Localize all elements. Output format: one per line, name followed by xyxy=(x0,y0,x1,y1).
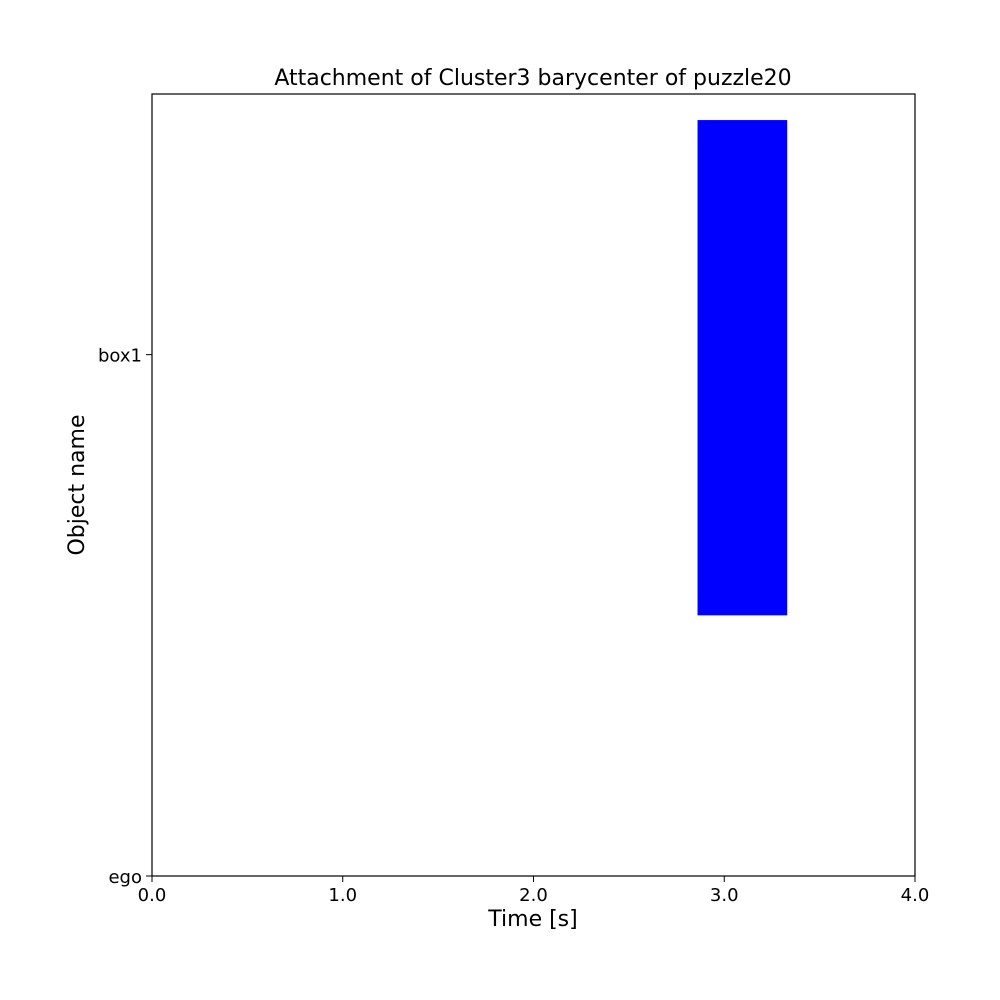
y-tick-label-0: ego xyxy=(108,867,142,888)
x-axis-title: Time [s] xyxy=(487,907,577,932)
plot-frame xyxy=(151,93,916,877)
x-tick-label-1: 1.0 xyxy=(328,885,357,906)
attachment-bar-0 xyxy=(697,120,788,616)
y-axis-title: Object name xyxy=(65,414,90,555)
bars-layer xyxy=(697,120,788,616)
chart-title: Attachment of Cluster3 barycenter of puz… xyxy=(274,66,791,91)
x-tick-label-0: 0.0 xyxy=(138,885,167,906)
x-tick-label-4: 4.0 xyxy=(901,885,930,906)
y-axis-ticks: ego box1 xyxy=(98,346,152,888)
y-tick-label-1: box1 xyxy=(98,346,142,367)
x-axis-ticks: 0.0 1.0 2.0 3.0 4.0 xyxy=(138,876,930,906)
x-tick-label-3: 3.0 xyxy=(710,885,739,906)
x-tick-label-2: 2.0 xyxy=(519,885,548,906)
